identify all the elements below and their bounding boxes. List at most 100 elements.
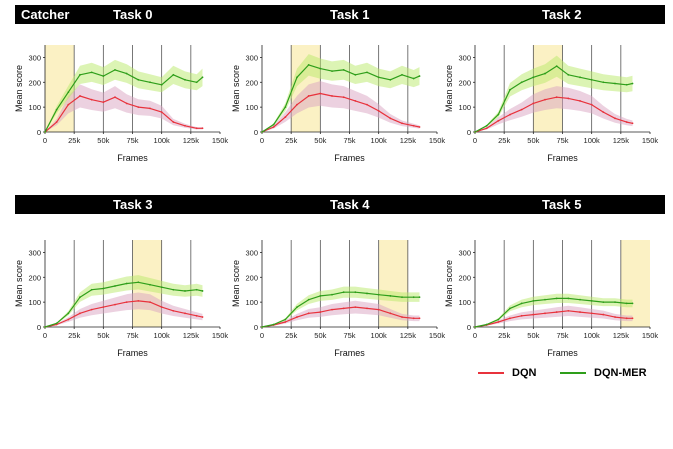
data-point-dqn-mer [55, 108, 58, 111]
data-point-dqn-mer [614, 82, 616, 85]
data-point-dqn [544, 312, 546, 315]
y-tick-label: 300 [28, 248, 41, 257]
x-tick-label: 150k [642, 331, 659, 340]
data-point-dqn-mer [342, 291, 345, 294]
data-point-dqn [296, 103, 298, 106]
data-point-dqn [184, 124, 186, 127]
x-tick-label: 100k [584, 331, 601, 340]
y-tick-label: 300 [245, 248, 258, 257]
series-band-dqn-mer [262, 286, 420, 327]
data-point-dqn-mer [354, 291, 357, 294]
data-point-dqn-mer [55, 322, 58, 325]
x-tick-label: 75k [556, 136, 568, 145]
data-point-dqn-mer [590, 78, 593, 81]
data-point-dqn [544, 98, 546, 101]
data-point-dqn [631, 122, 634, 125]
data-point-dqn-mer [567, 73, 570, 76]
data-point-dqn [366, 103, 368, 106]
y-tick-label: 0 [254, 323, 258, 332]
y-tick-label: 100 [458, 298, 471, 307]
data-point-dqn-mer [497, 113, 500, 116]
data-point-dqn-mer [401, 73, 403, 76]
data-point-dqn [555, 311, 558, 313]
y-axis-label: Mean score [231, 65, 241, 112]
y-tick-label: 0 [37, 128, 41, 137]
data-point-dqn [412, 124, 415, 127]
data-point-dqn-mer [296, 76, 298, 79]
y-tick-label: 200 [28, 78, 41, 87]
y-axis-label: Mean score [14, 260, 24, 307]
data-point-dqn [497, 321, 500, 323]
data-point-dqn-mer [602, 81, 605, 84]
data-point-dqn-mer [555, 297, 558, 300]
data-point-dqn-mer [184, 78, 186, 81]
legend: DQN DQN-MER [478, 365, 668, 381]
x-tick-label: 25k [498, 136, 510, 145]
y-axis-label: Mean score [444, 65, 454, 112]
legend-swatch-dqn [478, 372, 504, 374]
x-tick-label: 0 [43, 136, 47, 145]
data-point-dqn-mer [485, 124, 488, 127]
x-axis-label: Frames [117, 153, 148, 163]
series-band-dqn-mer [475, 293, 633, 327]
data-point-dqn [331, 95, 333, 97]
panel-title-task-3: Task 3 [113, 197, 153, 212]
panel-title-task-5: Task 5 [542, 197, 582, 212]
y-tick-label: 300 [458, 248, 471, 257]
x-tick-label: 125k [183, 136, 200, 145]
panel-title-task-1: Task 1 [330, 7, 370, 22]
data-point-dqn [520, 314, 523, 317]
data-point-dqn [172, 309, 175, 312]
data-point-dqn [354, 100, 357, 102]
chart-panel-task-5: 0 100 200 300 0 25k 50k 75k 100k 125k 150k Frames Me… [444, 240, 658, 358]
data-point-dqn [195, 314, 198, 317]
y-tick-label: 100 [28, 103, 41, 112]
data-point-dqn [532, 102, 535, 105]
data-point-dqn [389, 117, 392, 120]
x-tick-label: 100k [154, 136, 171, 145]
data-point-dqn [125, 102, 128, 105]
y-tick-label: 100 [28, 298, 41, 307]
data-point-dqn-mer [354, 73, 357, 76]
data-point-dqn-mer [377, 293, 380, 296]
x-axis-label: Frames [117, 348, 148, 358]
x-tick-label: 50k [97, 136, 109, 145]
y-tick-label: 200 [245, 78, 258, 87]
data-point-dqn-mer [401, 296, 403, 299]
x-axis-label: Frames [334, 348, 365, 358]
data-point-dqn [555, 96, 558, 99]
data-point-dqn [114, 96, 116, 99]
data-point-dqn-mer [172, 288, 175, 291]
data-point-dqn-mer [67, 312, 70, 315]
series-band-dqn [45, 84, 203, 132]
data-point-dqn-mer [614, 301, 616, 304]
y-tick-label: 0 [37, 323, 41, 332]
data-point-dqn-mer [590, 300, 593, 302]
panel-title-task-0: Task 0 [113, 7, 153, 22]
data-point-dqn [331, 308, 333, 311]
y-tick-label: 300 [458, 53, 471, 62]
data-point-dqn-mer [201, 290, 204, 292]
y-tick-label: 100 [245, 103, 258, 112]
data-point-dqn-mer [631, 82, 634, 85]
data-point-dqn [184, 312, 186, 315]
data-point-dqn-mer [412, 77, 415, 80]
data-point-dqn-mer [160, 286, 163, 289]
data-point-dqn [90, 308, 93, 311]
y-tick-label: 100 [245, 298, 258, 307]
x-tick-label: 50k [527, 331, 539, 340]
data-point-dqn-mer [485, 323, 488, 326]
data-point-dqn-mer [532, 76, 535, 79]
data-point-dqn [172, 121, 175, 123]
series-band-dqn [262, 300, 420, 327]
x-tick-label: 0 [260, 331, 264, 340]
data-point-dqn [342, 96, 345, 99]
data-point-dqn-mer [149, 283, 151, 286]
data-point-dqn [497, 119, 500, 122]
series-band-dqn-mer [475, 55, 633, 132]
x-tick-label: 125k [183, 331, 200, 340]
x-tick-label: 75k [126, 136, 138, 145]
data-point-dqn-mer [79, 296, 81, 299]
data-point-dqn [319, 92, 322, 95]
data-point-dqn-mer [195, 81, 198, 84]
